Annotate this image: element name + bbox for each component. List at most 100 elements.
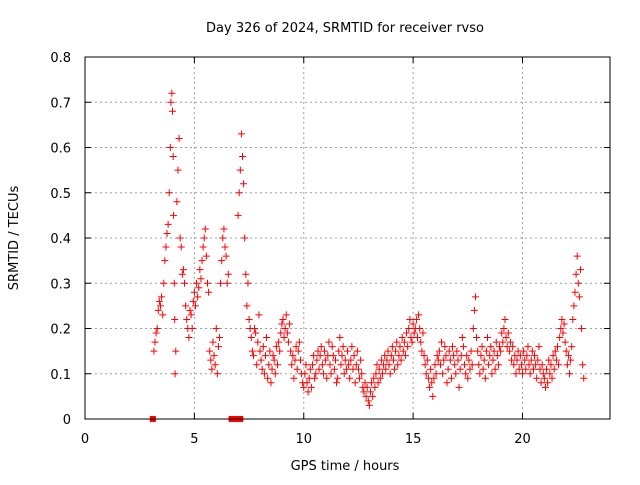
data-point (153, 325, 161, 332)
data-point (295, 338, 303, 346)
data-point (244, 279, 252, 287)
data-point (219, 234, 227, 242)
data-point (186, 306, 194, 314)
data-point (287, 347, 295, 355)
data-point (505, 347, 513, 355)
data-point (374, 379, 382, 387)
data-point (242, 270, 250, 278)
data-point (151, 338, 159, 346)
data-point (166, 144, 174, 151)
data-point (544, 379, 552, 387)
data-point (150, 347, 158, 355)
data-point (392, 347, 400, 355)
data-point (557, 325, 565, 332)
data-point (158, 293, 166, 301)
data-point (459, 343, 467, 351)
data-point (444, 365, 452, 373)
data-point (280, 334, 288, 342)
data-point (552, 356, 560, 364)
data-point (199, 243, 207, 251)
data-point (169, 107, 176, 115)
data-point (567, 356, 575, 364)
data-point (563, 361, 571, 369)
data-point (368, 379, 376, 387)
data-point (519, 370, 526, 378)
data-point (575, 293, 583, 301)
data-point (400, 338, 408, 346)
data-point (255, 311, 263, 319)
data-point (471, 293, 479, 301)
data-point (289, 352, 297, 360)
data-point (387, 352, 395, 360)
data-point (325, 338, 333, 346)
data-point (524, 343, 532, 351)
data-point (235, 189, 243, 197)
data-point (327, 370, 335, 378)
data-point (211, 361, 219, 369)
data-point (365, 401, 373, 409)
data-point (550, 365, 558, 373)
data-point (353, 347, 361, 355)
data-point (172, 347, 180, 355)
data-point (239, 153, 246, 161)
data-point (318, 361, 326, 369)
data-point (202, 252, 210, 260)
data-point (293, 365, 301, 373)
data-point (410, 329, 418, 337)
data-point (516, 352, 524, 360)
data-point (381, 352, 389, 360)
data-point (394, 361, 402, 369)
data-point (561, 338, 569, 346)
data-point (247, 334, 255, 342)
data-point (449, 343, 456, 351)
data-point (538, 361, 546, 369)
data-point (385, 361, 393, 369)
data-point (521, 356, 529, 364)
data-point (267, 379, 275, 387)
data-point (419, 329, 427, 337)
data-point (357, 356, 365, 364)
data-point (276, 347, 284, 355)
data-point (268, 365, 276, 373)
data-point (572, 270, 580, 278)
data-point (399, 347, 407, 355)
data-point (163, 229, 171, 237)
data-point (527, 356, 535, 364)
data-point (484, 334, 491, 342)
data-point (322, 356, 330, 364)
data-point (546, 370, 554, 378)
data-point (499, 338, 507, 346)
data-point (566, 370, 574, 378)
data-point (339, 343, 347, 351)
data-point (240, 180, 248, 188)
data-point (475, 361, 483, 369)
data-point (169, 153, 177, 161)
data-point (314, 347, 322, 355)
data-point (429, 392, 437, 400)
data-point (396, 343, 404, 351)
data-point (281, 325, 289, 332)
data-series (149, 89, 588, 422)
data-point (528, 347, 536, 355)
data-point (197, 275, 205, 283)
data-point (558, 315, 566, 323)
data-point (406, 315, 414, 323)
data-point (212, 325, 220, 332)
data-point (252, 329, 260, 337)
data-point (422, 370, 430, 378)
data-point (386, 370, 394, 378)
data-point (241, 234, 249, 242)
x-tick-label: 10 (295, 432, 312, 447)
data-point (259, 343, 267, 351)
data-point (446, 356, 454, 364)
data-point (164, 220, 172, 228)
x-tick-label: 5 (190, 432, 198, 447)
data-point (369, 392, 377, 400)
data-point (478, 343, 486, 351)
data-point (159, 311, 167, 319)
data-point (275, 338, 283, 346)
data-point (198, 257, 206, 265)
data-point (342, 365, 350, 373)
y-tick-label: 0.6 (50, 142, 71, 157)
